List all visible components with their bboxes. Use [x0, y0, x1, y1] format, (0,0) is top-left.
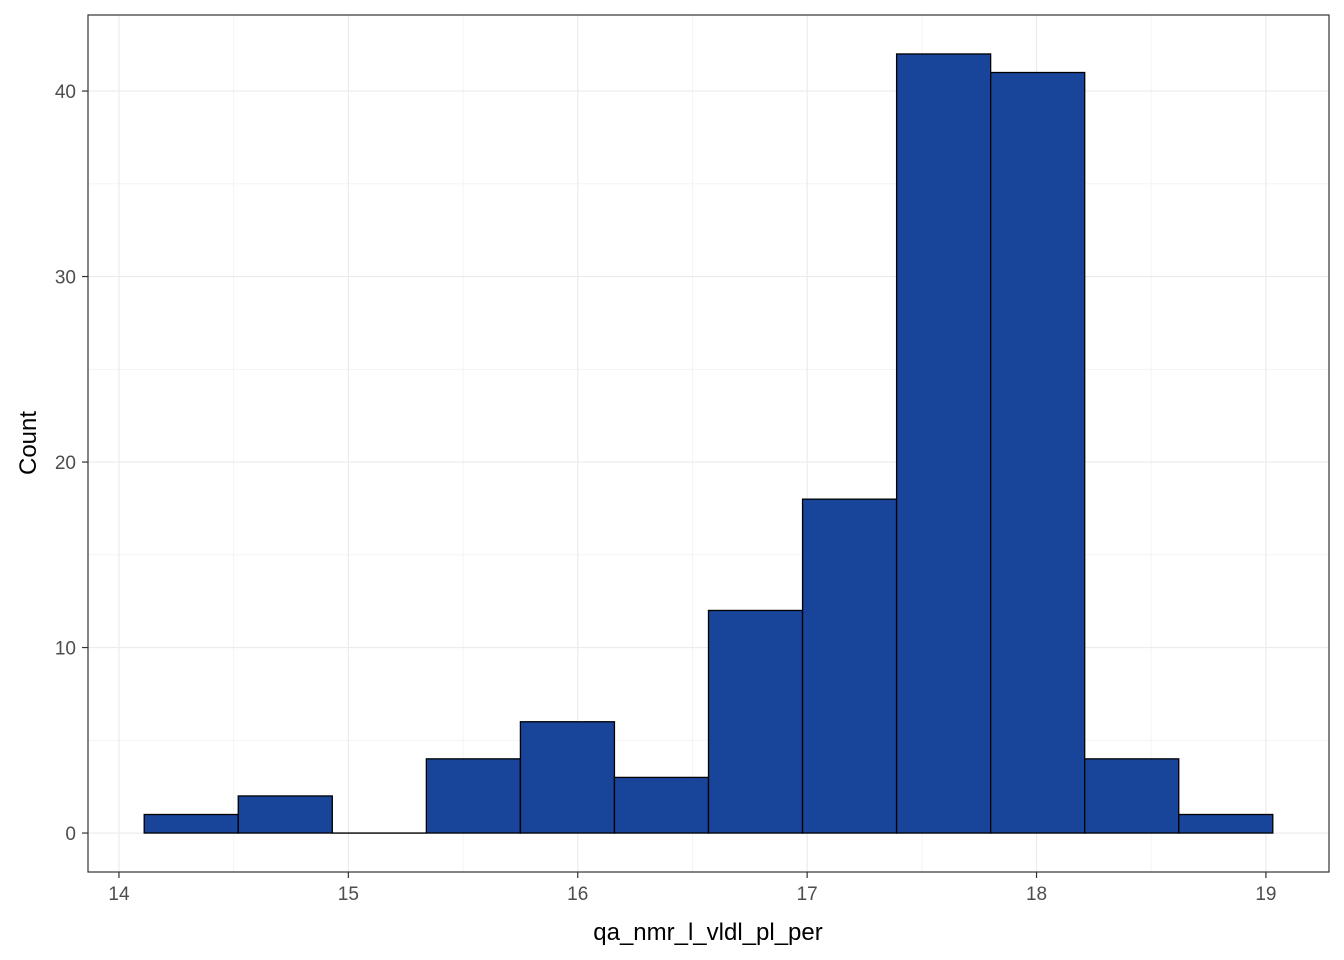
- y-axis-title: Count: [15, 411, 42, 475]
- histogram-bar: [237, 795, 333, 834]
- histogram-bar: [143, 813, 239, 834]
- x-tick-label: 14: [108, 884, 130, 905]
- histogram-bar: [1084, 758, 1180, 834]
- y-tick-label: 30: [55, 268, 76, 289]
- y-axis-ticks: 0 10 20 30 40: [55, 82, 88, 845]
- histogram-bar: [519, 721, 616, 834]
- histogram-bar: [989, 71, 1086, 834]
- plot-border: [87, 14, 1330, 873]
- x-tick-label: 17: [797, 884, 818, 905]
- x-axis-ticks: 14 15 16 17 18 19: [108, 872, 1276, 905]
- y-tick-label: 0: [65, 824, 76, 845]
- histogram-bar: [425, 758, 522, 834]
- x-tick-label: 16: [567, 884, 588, 905]
- x-tick-label: 18: [1026, 884, 1047, 905]
- x-tick-label: 15: [338, 884, 359, 905]
- y-tick-label: 20: [55, 453, 76, 474]
- y-tick-label: 10: [55, 639, 76, 660]
- histogram-bars: [143, 53, 1274, 834]
- y-tick-label: 40: [55, 82, 76, 103]
- histogram-bar: [895, 53, 992, 834]
- histogram-bar: [1178, 813, 1274, 834]
- histogram-bar: [613, 776, 710, 834]
- x-tick-label: 19: [1255, 884, 1276, 905]
- x-axis-title: qa_nmr_l_vldl_pl_per: [593, 919, 822, 946]
- histogram-bar: [707, 609, 804, 834]
- histogram-bar: [801, 498, 898, 834]
